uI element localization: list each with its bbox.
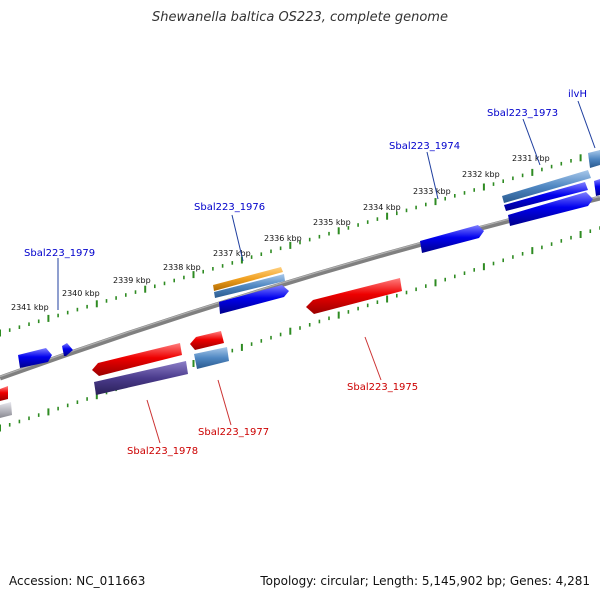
label-leaders [57,100,596,444]
scale-label: 2341 kbp [11,303,49,312]
gene-feature[interactable] [306,278,402,314]
gene-feature[interactable] [0,386,8,401]
map-title: Shewanella baltica OS223, complete genom… [152,10,448,25]
scale-label: 2335 kbp [313,218,351,227]
reverse-genes [0,278,402,418]
gene-label[interactable]: Sbal223_1976 [194,202,265,213]
forward-scale-ticks [0,150,600,337]
genome-summary-text: Topology: circular; Length: 5,145,902 bp… [260,574,590,588]
gene-feature[interactable] [594,179,600,196]
gene-feature[interactable] [62,343,73,356]
gene-label[interactable]: Sbal223_1974 [389,141,460,152]
gene-feature[interactable] [190,331,224,350]
scale-label: 2332 kbp [462,170,500,179]
scale-label: 2339 kbp [113,276,151,285]
gene-feature[interactable] [508,192,593,226]
scale-label: 2337 kbp [213,249,251,258]
gene-label[interactable]: Sbal223_1979 [24,248,95,259]
scale-label: 2336 kbp [264,234,302,243]
scale-label: 2333 kbp [413,187,451,196]
scale-label: 2331 kbp [512,154,550,163]
gene-label[interactable]: Sbal223_1978 [127,446,198,457]
gene-feature[interactable] [92,343,182,376]
forward-genes [18,150,600,368]
gene-labels: Sbal223_1979 Sbal223_1976 Sbal223_1974 S… [24,89,587,457]
gene-feature[interactable] [213,267,283,291]
scale-label: 2340 kbp [62,289,100,298]
gene-feature[interactable] [194,347,229,369]
gene-feature[interactable] [502,170,591,203]
gene-label[interactable]: ilvH [568,89,587,100]
gene-label[interactable]: Sbal223_1975 [347,382,418,393]
gene-feature[interactable] [219,285,289,314]
gene-feature[interactable] [588,150,600,168]
accession-text: Accession: NC_011663 [9,574,146,588]
scale-label: 2338 kbp [163,263,201,272]
gene-feature[interactable] [94,361,188,395]
scale-labels: 2341 kbp 2340 kbp 2339 kbp 2338 kbp 2337… [11,154,550,312]
gene-feature[interactable] [18,348,52,368]
gene-feature[interactable] [420,225,484,253]
scale-label: 2334 kbp [363,203,401,212]
gene-label[interactable]: Sbal223_1973 [487,108,558,119]
gene-feature[interactable] [0,402,12,418]
gene-label[interactable]: Sbal223_1977 [198,427,269,438]
gene-feature[interactable] [214,274,285,298]
gene-feature[interactable] [504,182,588,211]
